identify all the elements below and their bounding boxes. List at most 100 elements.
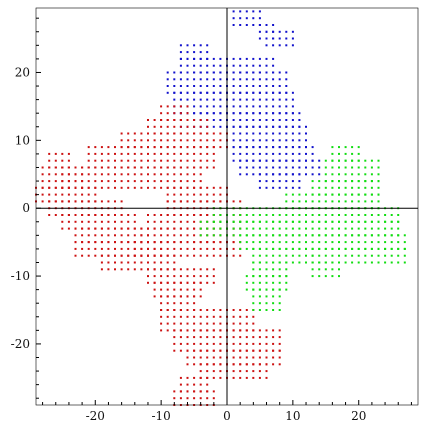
data-point (272, 125, 275, 128)
data-point (193, 91, 196, 94)
data-point (305, 173, 307, 176)
data-point (305, 125, 307, 128)
data-point (153, 247, 156, 250)
data-point (245, 349, 248, 352)
data-point (206, 125, 209, 128)
data-point (258, 152, 261, 155)
data-point (370, 261, 373, 264)
data-point (377, 234, 380, 237)
data-point (338, 180, 340, 183)
data-point (344, 234, 347, 237)
data-point (212, 152, 215, 155)
data-point (100, 241, 103, 244)
data-point (291, 159, 294, 162)
data-point (318, 214, 321, 216)
data-point (239, 227, 242, 230)
data-point (252, 329, 255, 332)
data-point (107, 159, 110, 162)
data-point (258, 30, 261, 33)
data-point (245, 91, 248, 94)
data-point (199, 51, 202, 54)
data-point (245, 125, 248, 128)
data-point (147, 220, 149, 223)
data-point (186, 152, 189, 155)
data-point (232, 71, 235, 74)
data-point (338, 173, 340, 176)
data-point (173, 166, 176, 169)
data-point (166, 322, 169, 325)
data-point (384, 214, 387, 216)
data-point (173, 186, 176, 189)
data-point (41, 180, 44, 183)
data-point (370, 166, 373, 169)
data-point (278, 288, 281, 291)
data-point (94, 146, 97, 149)
data-point (87, 173, 90, 176)
data-point (219, 193, 222, 196)
data-point (173, 119, 176, 121)
data-point (291, 112, 294, 115)
data-point (285, 288, 288, 291)
data-point (54, 200, 57, 203)
data-point (258, 329, 261, 332)
data-point (272, 24, 275, 26)
data-point (54, 166, 57, 169)
data-point (305, 146, 307, 149)
data-point (120, 139, 123, 142)
data-point (100, 152, 103, 155)
y-tick-label: -20 (11, 337, 30, 351)
data-point (54, 173, 57, 176)
data-point (285, 254, 288, 257)
data-point (311, 180, 314, 183)
data-point (193, 57, 196, 60)
data-point (298, 261, 301, 264)
data-point (219, 241, 222, 244)
data-point (206, 234, 209, 237)
data-point (127, 152, 130, 155)
data-point (147, 166, 149, 169)
data-point (147, 125, 149, 128)
data-point (153, 234, 156, 237)
data-point (311, 261, 314, 264)
data-point (54, 214, 57, 216)
data-point (206, 390, 209, 393)
data-point (351, 152, 354, 155)
data-point (285, 146, 288, 149)
data-point (344, 186, 347, 189)
data-point (186, 132, 189, 135)
data-point (278, 146, 281, 149)
data-point (140, 227, 143, 230)
data-point (344, 227, 347, 230)
data-point (94, 193, 97, 196)
data-point (311, 159, 314, 162)
data-point (331, 193, 334, 196)
data-point (166, 302, 169, 305)
data-point (285, 275, 288, 278)
data-point (212, 91, 215, 94)
data-point (258, 159, 261, 162)
data-point (232, 247, 235, 250)
data-point (403, 241, 406, 244)
data-point (285, 193, 288, 196)
data-point (278, 125, 281, 128)
data-point (212, 85, 215, 87)
data-point (239, 119, 242, 121)
data-point (107, 146, 110, 149)
data-point (186, 336, 189, 339)
data-point (153, 132, 156, 135)
data-point (94, 234, 97, 237)
data-point (127, 173, 130, 176)
data-point (153, 241, 156, 244)
data-point (245, 105, 248, 108)
data-point (344, 261, 347, 264)
data-point (272, 44, 275, 47)
data-point (212, 125, 215, 128)
data-point (245, 57, 248, 60)
data-point (239, 247, 242, 250)
data-point (370, 180, 373, 183)
data-point (153, 173, 156, 176)
data-point (147, 152, 149, 155)
data-point (186, 98, 189, 101)
data-point (193, 295, 196, 298)
data-point (173, 125, 176, 128)
